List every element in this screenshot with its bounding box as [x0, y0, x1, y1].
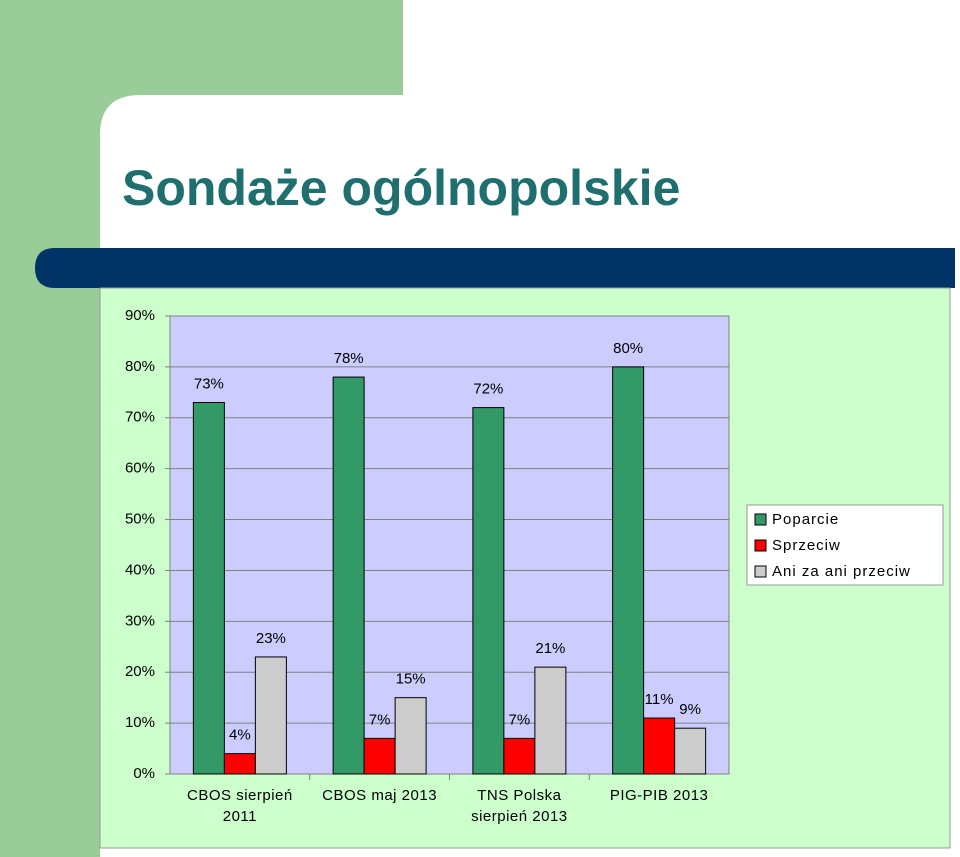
x-tick-label: PIG-PIB 2013 — [609, 787, 709, 804]
y-tick-label: 50% — [125, 511, 155, 528]
bar — [534, 666, 567, 775]
data-label: 80% — [613, 340, 643, 357]
y-tick-label: 30% — [125, 612, 155, 629]
bar — [612, 366, 645, 775]
legend-box — [746, 504, 944, 586]
data-label: 7% — [509, 711, 531, 728]
data-label: 9% — [679, 701, 701, 718]
y-tick-label: 60% — [125, 460, 155, 477]
legend-swatch — [754, 539, 767, 552]
data-label: 78% — [334, 350, 364, 367]
data-label: 23% — [256, 630, 286, 647]
y-tick-label: 20% — [125, 663, 155, 680]
data-label: 4% — [229, 727, 251, 744]
x-tick-label: TNS Polska sierpień 2013 — [471, 787, 568, 825]
bar — [472, 407, 505, 775]
legend-label: Poparcie — [772, 511, 839, 528]
chart-title: Sondaże ogólnopolskie — [122, 160, 680, 216]
y-tick-label: 80% — [125, 358, 155, 375]
data-label: 15% — [396, 671, 426, 688]
bar — [192, 402, 225, 775]
legend-swatch — [754, 565, 767, 578]
x-tick-label: CBOS sierpień 2011 — [187, 787, 293, 825]
data-label: 21% — [535, 640, 565, 657]
bar — [332, 376, 365, 775]
title-bar — [35, 248, 955, 288]
decor-strip — [0, 0, 100, 857]
legend-swatch — [754, 513, 767, 526]
data-label: 72% — [473, 381, 503, 398]
y-tick-label: 0% — [133, 765, 155, 782]
legend-label: Ani za ani przeciw — [772, 563, 911, 580]
data-label: 7% — [369, 711, 391, 728]
y-tick-label: 70% — [125, 409, 155, 426]
bar — [674, 727, 707, 775]
bar — [223, 753, 256, 775]
x-tick-label: CBOS maj 2013 — [322, 787, 438, 804]
data-label: 73% — [194, 375, 224, 392]
legend-label: Sprzeciw — [772, 537, 841, 554]
y-tick-label: 90% — [125, 307, 155, 324]
bar — [254, 656, 287, 775]
y-tick-label: 10% — [125, 714, 155, 731]
bar — [363, 737, 396, 775]
bar — [643, 717, 676, 775]
y-tick-label: 40% — [125, 561, 155, 578]
data-label: 11% — [645, 691, 674, 708]
bar — [394, 697, 427, 775]
bar — [503, 737, 536, 775]
title-area — [100, 95, 960, 290]
